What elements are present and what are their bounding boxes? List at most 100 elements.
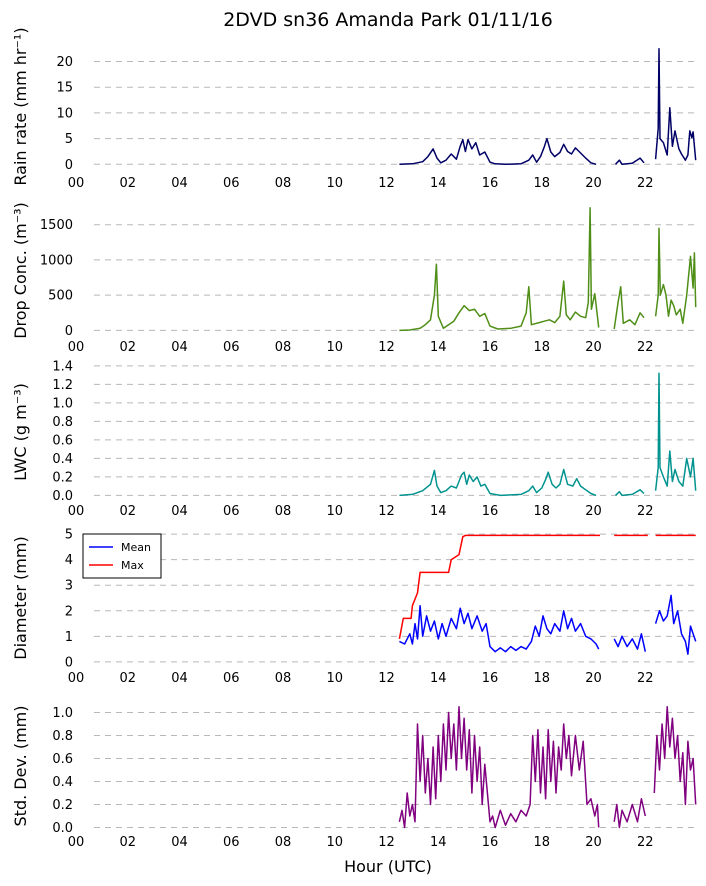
x-tick-label: 08 [275, 835, 292, 850]
y-axis-label: LWC (g m⁻³) [11, 383, 30, 481]
x-tick-label: 12 [378, 671, 395, 686]
y-tick-label: 1000 [40, 253, 73, 268]
x-tick-label: 00 [68, 176, 85, 191]
x-tick-label: 00 [68, 504, 85, 519]
y-tick-label: 0.6 [52, 752, 73, 767]
series-line-mean [399, 594, 697, 655]
y-tick-label: 1 [65, 630, 73, 645]
y-tick-label: 1.4 [52, 359, 73, 374]
y-tick-label: 0.0 [52, 821, 73, 836]
y-tick-label: 2 [65, 604, 73, 619]
y-tick-label: 0.8 [52, 415, 73, 430]
x-tick-label: 08 [275, 176, 292, 191]
x-tick-label: 00 [68, 835, 85, 850]
y-tick-label: 4 [65, 553, 73, 568]
x-tick-label: 22 [637, 671, 654, 686]
y-tick-label: 5 [65, 528, 73, 543]
x-tick-label: 06 [223, 340, 240, 355]
x-tick-label: 00 [68, 671, 85, 686]
y-tick-label: 1.2 [52, 378, 73, 393]
x-tick-label: 08 [275, 340, 292, 355]
y-tick-label: 0.2 [52, 470, 73, 485]
x-tick-label: 04 [171, 504, 188, 519]
y-tick-label: 0.0 [52, 489, 73, 504]
x-tick-label: 06 [223, 176, 240, 191]
panel-std: 0.0 0.2 0.4 0.6 0.8 1.0 00 02 04 06 08 10 12 14 16 18 20… [11, 706, 697, 850]
x-tick-label: 14 [430, 671, 447, 686]
x-tick-label: 16 [482, 504, 499, 519]
x-tick-label: 20 [585, 340, 602, 355]
x-tick-label: 18 [533, 671, 550, 686]
series-line-conc [399, 207, 697, 332]
x-tick-label: 20 [585, 671, 602, 686]
y-tick-label: 20 [56, 55, 73, 70]
x-tick-label: 22 [637, 176, 654, 191]
x-tick-label: 12 [378, 340, 395, 355]
x-tick-label: 16 [482, 835, 499, 850]
x-tick-label: 06 [223, 504, 240, 519]
y-tick-label: 0 [65, 655, 73, 670]
y-tick-label: 1.0 [52, 396, 73, 411]
x-tick-label: 20 [585, 835, 602, 850]
x-tick-label: 12 [378, 835, 395, 850]
x-tick-label: 22 [637, 504, 654, 519]
y-tick-label: 0.8 [52, 729, 73, 744]
x-tick-label: 18 [533, 504, 550, 519]
y-tick-label: 3 [65, 579, 73, 594]
x-tick-label: 02 [119, 340, 136, 355]
y-tick-label: 0.2 [52, 798, 73, 813]
y-tick-label: 500 [48, 289, 73, 304]
x-tick-label: 12 [378, 504, 395, 519]
panel-conc: 0 500 1000 1500 00 02 04 06 08 10 12 14 16 18 20 22 Drop… [11, 202, 697, 355]
y-axis-label: Std. Dev. (mm) [11, 706, 30, 827]
x-tick-label: 18 [533, 176, 550, 191]
x-tick-label: 08 [275, 671, 292, 686]
x-tick-label: 16 [482, 671, 499, 686]
y-tick-label: 1500 [40, 218, 73, 233]
x-tick-label: 22 [637, 835, 654, 850]
x-tick-label: 16 [482, 176, 499, 191]
x-tick-label: 10 [326, 835, 343, 850]
series-line-lwc [399, 372, 697, 497]
y-tick-label: 15 [56, 81, 73, 96]
x-tick-label: 00 [68, 340, 85, 355]
y-tick-label: 5 [65, 132, 73, 147]
series-line-std [398, 706, 697, 829]
legend-box [82, 533, 162, 579]
x-tick-label: 20 [585, 176, 602, 191]
x-tick-label: 14 [430, 176, 447, 191]
x-tick-label: 18 [533, 340, 550, 355]
x-tick-label: 04 [171, 671, 188, 686]
x-tick-label: 02 [119, 176, 136, 191]
x-tick-label: 02 [119, 835, 136, 850]
x-tick-label: 02 [119, 671, 136, 686]
figure-title: 2DVD sn36 Amanda Park 01/11/16 [223, 9, 553, 31]
x-tick-label: 14 [430, 504, 447, 519]
y-axis-label: Drop Conc. (m⁻³) [11, 202, 30, 339]
panel-rain: 0 5 10 15 20 00 02 04 06 08 10 12 14 16 18 20 22 Rain rat… [11, 27, 697, 191]
y-axis-label: Rain rate (mm hr⁻¹) [11, 27, 30, 185]
legend-label: Max [121, 559, 144, 572]
panel-lwc: 0.0 0.2 0.4 0.6 0.8 1.0 1.2 1.4 00 02 04 06 08 10 12 14… [11, 359, 697, 519]
x-tick-label: 18 [533, 835, 550, 850]
legend-label: Mean [121, 541, 151, 554]
x-tick-label: 22 [637, 340, 654, 355]
x-tick-label: 04 [171, 835, 188, 850]
y-axis-label: Diameter (mm) [11, 536, 30, 659]
x-tick-label: 10 [326, 671, 343, 686]
x-tick-label: 12 [378, 176, 395, 191]
y-tick-label: 0.4 [52, 452, 73, 467]
legend: Mean Max [82, 533, 162, 579]
x-tick-label: 06 [223, 835, 240, 850]
x-tick-label: 16 [482, 340, 499, 355]
y-tick-label: 0.6 [52, 433, 73, 448]
x-tick-label: 06 [223, 671, 240, 686]
x-tick-label: 04 [171, 176, 188, 191]
y-tick-label: 0.4 [52, 775, 73, 790]
x-tick-label: 10 [326, 176, 343, 191]
y-tick-label: 0 [65, 158, 73, 173]
x-tick-label: 10 [326, 340, 343, 355]
